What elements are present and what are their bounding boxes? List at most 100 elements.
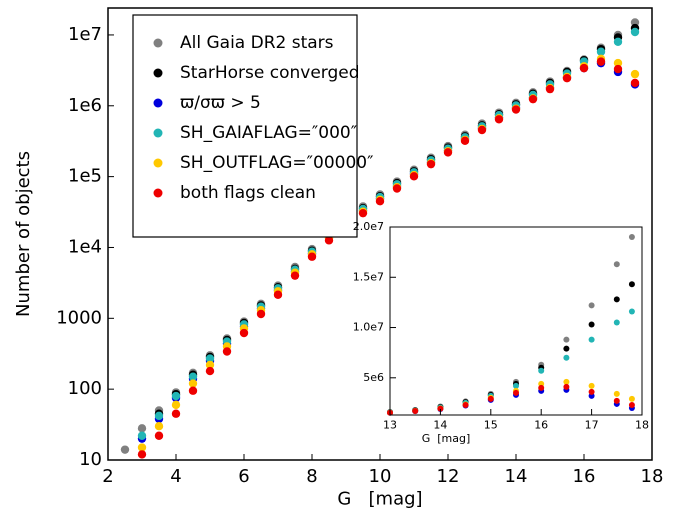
data-point: [494, 115, 504, 124]
data-point: [154, 411, 164, 421]
x-tick-label: 14: [433, 418, 447, 431]
legend-label: ϖ/σϖ > 5: [180, 93, 261, 113]
data-point: [613, 319, 620, 326]
data-point: [588, 336, 595, 343]
legend-marker: [153, 128, 163, 138]
y-tick-label: 100: [68, 378, 102, 399]
data-point: [563, 345, 570, 352]
data-point: [290, 271, 300, 280]
data-point: [538, 367, 545, 374]
data-point: [628, 234, 635, 241]
data-point: [579, 63, 589, 73]
x-tick-label: 2: [102, 466, 113, 487]
data-point: [528, 94, 538, 104]
legend-marker: [153, 38, 163, 48]
data-point: [613, 296, 620, 303]
x-tick-label: 6: [238, 466, 249, 487]
data-point: [588, 382, 595, 389]
data-point: [188, 379, 198, 388]
y-tick-label: 1e6: [68, 95, 102, 116]
data-point: [613, 64, 623, 74]
data-point: [613, 390, 620, 397]
y-tick-label: 5e6: [363, 371, 384, 384]
x-axis-label: G [mag]: [337, 489, 422, 510]
data-point: [562, 74, 572, 83]
x-tick-label: 18: [641, 466, 664, 487]
data-point: [462, 401, 469, 408]
data-point: [443, 148, 453, 157]
data-point: [511, 105, 521, 114]
data-point: [628, 308, 635, 315]
data-point: [307, 252, 317, 261]
data-point: [188, 386, 198, 395]
data-point: [120, 445, 130, 454]
data-point: [538, 384, 545, 391]
data-point: [188, 372, 198, 381]
x-tick-label: 12: [437, 466, 460, 487]
y-tick-label: 1e7: [68, 24, 102, 45]
data-point: [588, 302, 595, 309]
data-point: [613, 37, 623, 47]
legend-label: All Gaia DR2 stars: [180, 33, 334, 53]
data-point: [630, 78, 640, 88]
data-point: [596, 57, 606, 66]
x-tick-label: 17: [585, 418, 599, 431]
data-point: [273, 290, 283, 299]
y-axis-label: Number of objects: [13, 151, 34, 317]
legend-label: both flags clean: [180, 183, 316, 203]
legend-label: StarHorse converged: [180, 63, 360, 83]
y-tick-label: 2.0e7: [353, 220, 384, 233]
plot-frame: [389, 226, 643, 416]
data-point: [137, 431, 147, 440]
legend-label: SH_OUTFLAG=″00000″: [180, 153, 373, 173]
data-point: [205, 354, 215, 363]
y-tick-label: 1000: [56, 307, 102, 328]
data-point: [630, 27, 640, 37]
legend-marker: [153, 158, 163, 168]
y-tick-label: 1e5: [68, 166, 102, 187]
data-point: [154, 421, 164, 431]
y-tick-label: 1.5e7: [353, 270, 384, 283]
data-point: [171, 391, 181, 401]
x-tick-label: 13: [383, 418, 397, 431]
legend-marker: [153, 188, 163, 198]
data-point: [563, 354, 570, 361]
data-point: [513, 382, 519, 389]
data-point: [154, 431, 164, 440]
x-tick-label: 18: [635, 418, 649, 431]
x-tick-label: 15: [484, 418, 498, 431]
data-point: [596, 47, 606, 56]
data-point: [409, 172, 419, 181]
legend-label: SH_GAIAFLAG=″000″: [180, 123, 357, 143]
data-point: [563, 378, 570, 385]
data-point: [613, 261, 620, 268]
data-point: [460, 136, 470, 146]
data-point: [256, 309, 266, 319]
x-tick-label: 10: [369, 466, 392, 487]
data-point: [613, 397, 620, 404]
data-point: [628, 395, 635, 402]
data-point: [563, 383, 570, 390]
x-tick-label: 8: [306, 466, 317, 487]
data-point: [563, 336, 570, 343]
data-point: [613, 58, 623, 68]
data-point: [205, 366, 215, 376]
data-point: [137, 443, 147, 452]
legend-marker: [153, 98, 163, 108]
data-point: [477, 125, 487, 135]
data-point: [487, 395, 494, 402]
data-point: [588, 388, 595, 395]
legend-marker: [153, 68, 163, 78]
data-point: [588, 321, 595, 328]
data-point: [239, 328, 249, 338]
legend-box: [132, 14, 358, 238]
data-point: [137, 424, 147, 433]
y-tick-label: 10: [79, 449, 102, 470]
x-tick-label: 14: [505, 466, 528, 487]
data-point: [545, 84, 555, 94]
data-point: [437, 405, 444, 412]
data-point: [628, 281, 635, 288]
y-tick-label: 1.0e7: [353, 321, 384, 334]
